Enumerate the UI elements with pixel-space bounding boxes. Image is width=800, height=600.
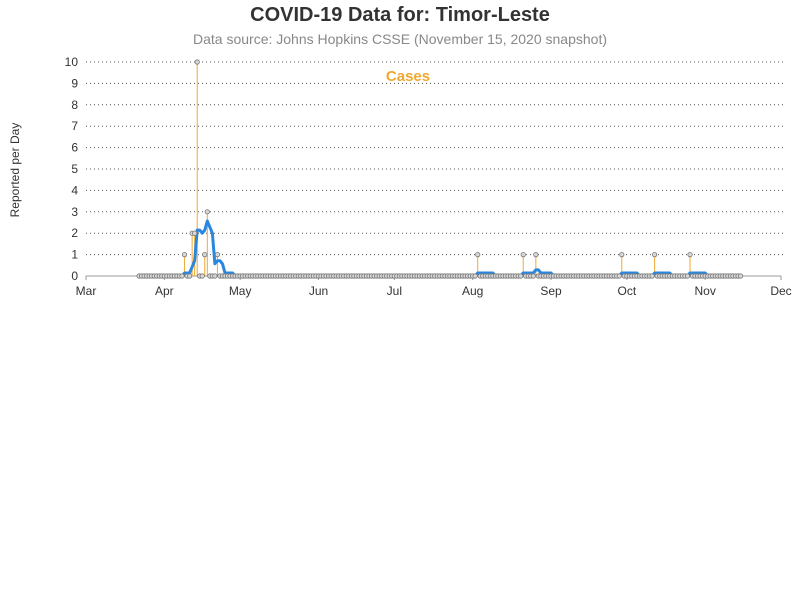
x-tick-label-mar: Mar [76,284,97,298]
y-tick-label-9: 9 [71,76,78,90]
y-tick-label-6: 6 [71,141,78,155]
y-tick-label-10: 10 [65,55,79,69]
x-tick-label-nov: Nov [695,284,716,298]
x-tick-label-jul: Jul [387,284,402,298]
x-tick-label-dec: Dec [770,284,791,298]
case-marker-2020-10-11 [649,273,655,279]
x-tick-label-may: May [229,284,252,298]
case-marker-2020-04-17 [202,252,208,258]
case-marker-2020-04-11 [187,273,193,279]
y-tick-label-7: 7 [71,119,78,133]
axes: 0 1 2 3 4 5 6 7 8 9 10 Mar Apr May Jun Jul Aug Sep Oct Nov D… [65,55,792,298]
case-marker-2020-10-12 [652,252,658,258]
case-marker-2020-09-28 [616,273,622,279]
case-marker-2020-04-22 [214,252,221,258]
case-marker-2020-09-29 [619,252,625,258]
x-tick-label-oct: Oct [618,284,637,298]
case-marker-2020-11-15 [737,273,744,279]
case-marker-2020-04-21 [212,273,218,279]
y-tick-label-0: 0 [71,269,78,283]
case-marker-2020-04-18 [204,209,210,215]
chart-title: COVID-19 Data for: Timor-Leste [250,4,550,26]
x-tick-label-sep: Sep [540,284,562,298]
y-tick-label-8: 8 [71,98,78,112]
gridlines [86,61,785,256]
case-marker-2020-08-21 [520,252,526,258]
case-marker-2020-04-13 [192,230,198,236]
daily-case-markers [136,59,744,279]
case-marker-2020-08-02 [472,273,478,279]
y-tick-label-5: 5 [71,162,78,176]
case-marker-2020-08-26 [533,252,539,258]
case-marker-2020-04-09 [181,252,188,258]
chart-subtitle: Data source: Johns Hopkins CSSE (Novembe… [193,31,607,47]
case-marker-2020-04-14 [194,59,200,65]
series-label-cases: Cases [386,68,430,85]
y-tick-label-4: 4 [71,183,78,197]
case-marker-2020-08-25 [530,273,536,279]
moving-average-line [137,219,743,278]
case-marker-2020-04-16 [199,273,205,279]
moving-average-path [137,219,743,278]
x-tick-label-jun: Jun [309,284,328,298]
x-tick-label-apr: Apr [155,284,174,298]
case-marker-2020-10-26 [687,252,693,258]
case-marker-2020-04-08 [179,273,185,279]
y-tick-label-2: 2 [71,226,78,240]
y-tick-label-1: 1 [71,248,78,262]
y-axis-title: Reported per Day [8,123,22,218]
case-marker-2020-08-03 [475,252,481,258]
y-tick-label-3: 3 [71,205,78,219]
case-marker-2020-08-20 [518,273,524,279]
x-tick-label-aug: Aug [462,284,483,298]
case-marker-2020-10-25 [684,273,691,279]
